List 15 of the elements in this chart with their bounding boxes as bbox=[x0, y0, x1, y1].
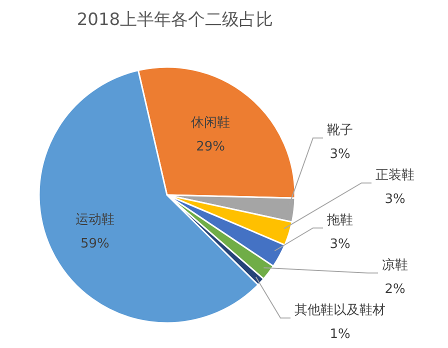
slice-label: 其他鞋以及鞋材 bbox=[294, 303, 386, 318]
data-label: 3% bbox=[384, 192, 406, 207]
data-label: 2% bbox=[384, 282, 406, 297]
data-label: 3% bbox=[330, 147, 350, 162]
slice-label: 运动鞋 bbox=[75, 212, 114, 228]
slice-label: 凉鞋 bbox=[382, 258, 408, 273]
data-label: 59% bbox=[80, 236, 110, 252]
data-label: 1% bbox=[330, 327, 350, 342]
slice-label: 休闲鞋 bbox=[191, 115, 230, 130]
data-label: 29% bbox=[196, 139, 225, 154]
slice-label: 靴子 bbox=[327, 123, 353, 138]
chart-title: 2018上半年各个二级占比 bbox=[76, 9, 274, 31]
slice-label: 拖鞋 bbox=[326, 213, 353, 228]
slice-label: 正装鞋 bbox=[376, 168, 414, 183]
data-label: 3% bbox=[330, 237, 350, 252]
